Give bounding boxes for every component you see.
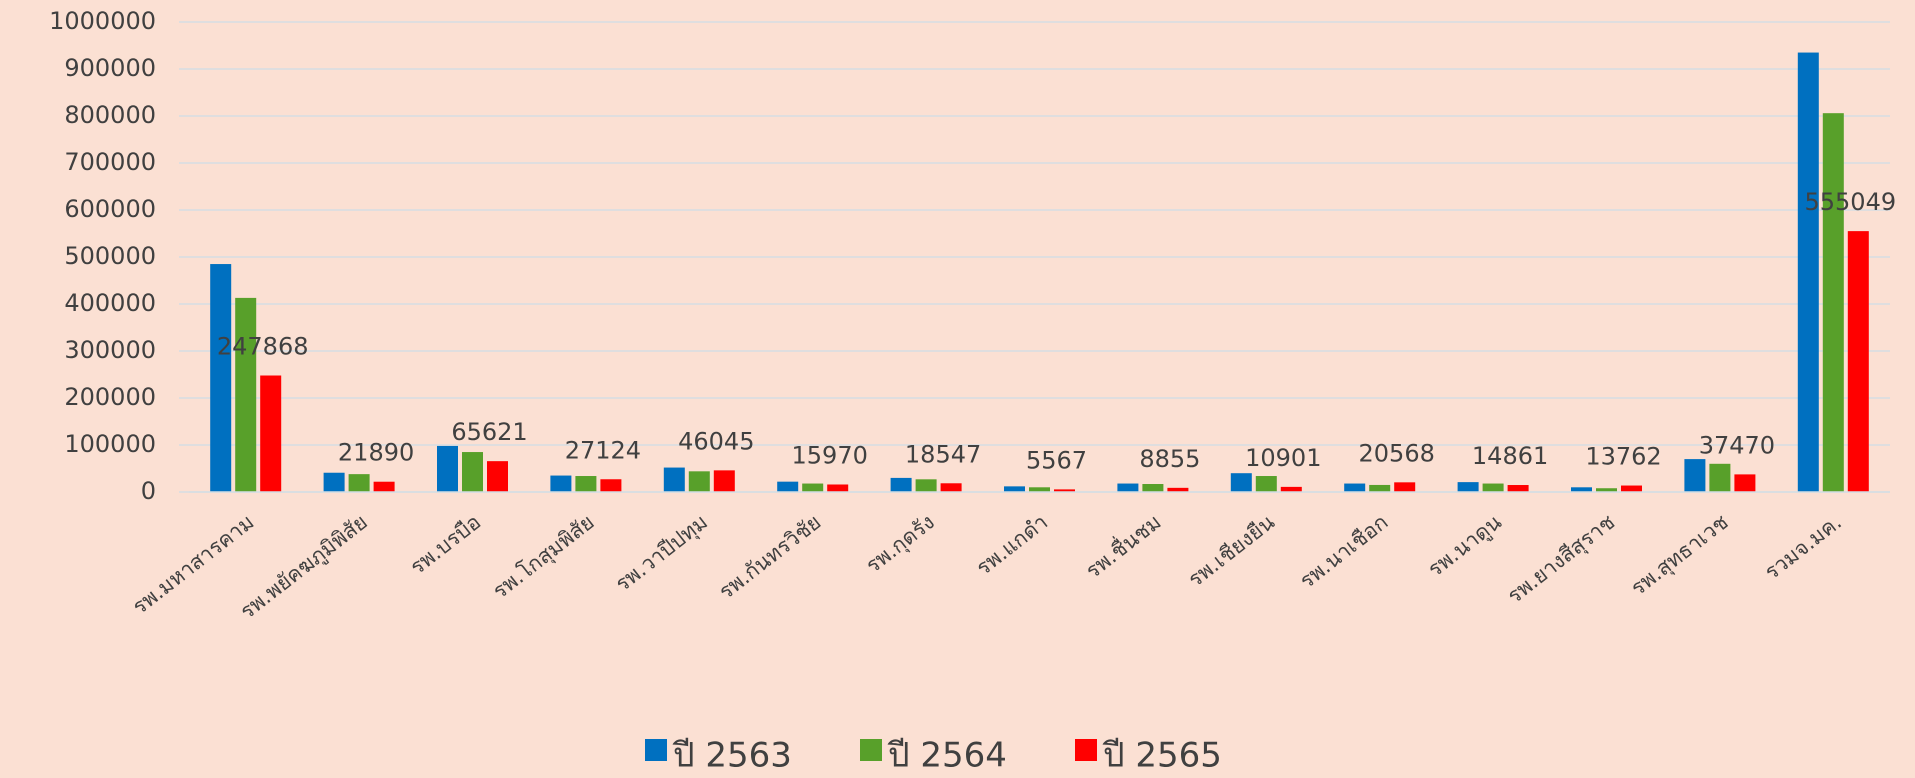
y-tick-label: 1000000 <box>49 7 156 35</box>
y-tick-label: 800000 <box>64 101 156 129</box>
data-label: 5567 <box>1026 446 1087 474</box>
legend-swatch <box>860 739 882 761</box>
data-label: 247868 <box>217 333 309 361</box>
x-tick-label: รพ.วาปีปทุม <box>611 510 713 597</box>
bar <box>1596 488 1617 492</box>
bar <box>1029 487 1050 492</box>
data-label: 15970 <box>792 441 868 469</box>
bar <box>915 479 937 492</box>
x-tick-label: รพ.แกดำ <box>972 510 1053 580</box>
bar <box>575 476 597 492</box>
bar <box>1280 486 1302 492</box>
y-tick-label: 500000 <box>64 242 156 270</box>
y-tick-label: 300000 <box>64 336 156 364</box>
bar <box>1255 476 1277 492</box>
x-tick-label: รพ.โกสุมพิสัย <box>488 510 599 604</box>
bar <box>323 472 345 492</box>
bar <box>1847 231 1869 493</box>
bar <box>802 483 824 492</box>
bar <box>1507 485 1529 492</box>
data-label: 27124 <box>565 436 641 464</box>
legend-swatch <box>645 739 667 761</box>
bar <box>600 479 622 492</box>
bar <box>1344 483 1366 492</box>
x-tick-label: รพ.เชียงยืน <box>1184 510 1280 592</box>
bar <box>1797 52 1819 493</box>
bar <box>1684 459 1706 492</box>
x-tick-label: รพ.กุดรัง <box>861 510 939 579</box>
bar <box>1482 483 1504 492</box>
bar <box>550 475 572 492</box>
legend-swatch <box>1075 739 1097 761</box>
legend-label: ปี 2565 <box>1102 736 1222 776</box>
data-label: 21890 <box>338 439 414 467</box>
bar <box>940 483 962 492</box>
bar <box>437 445 458 492</box>
bar <box>235 297 257 492</box>
y-tick-label: 700000 <box>64 148 156 176</box>
bar <box>1822 113 1844 493</box>
data-label: 18547 <box>905 440 981 468</box>
bar <box>487 461 508 492</box>
bar <box>1230 473 1252 492</box>
data-label: 14861 <box>1472 442 1548 470</box>
bar <box>348 474 370 492</box>
bar <box>462 452 483 492</box>
x-tick-label: รพ.นาดูน <box>1423 510 1506 583</box>
data-label: 13762 <box>1585 443 1661 471</box>
bar <box>777 481 799 492</box>
bar <box>1369 484 1391 492</box>
bar <box>663 467 685 492</box>
x-tick-label: รพ.ชื่นชม <box>1079 507 1165 583</box>
bar <box>713 470 735 492</box>
bar <box>1571 487 1592 492</box>
bar <box>688 471 710 492</box>
y-tick-label: 600000 <box>64 195 156 223</box>
legend-label: ปี 2564 <box>887 736 1007 776</box>
bar <box>1054 489 1075 492</box>
data-label: 46045 <box>678 427 754 455</box>
bar <box>210 264 232 492</box>
data-label: 37470 <box>1699 431 1775 459</box>
bar <box>1709 463 1731 492</box>
y-tick-label: 100000 <box>64 430 156 458</box>
x-tick-label: รพ.สุทธาเวช <box>1626 510 1733 601</box>
y-tick-label: 900000 <box>64 54 156 82</box>
y-tick-label: 0 <box>141 477 156 505</box>
legend-label: ปี 2563 <box>672 736 792 776</box>
bar <box>1167 487 1189 492</box>
x-tick-label: รพ.ยางสีสุราช <box>1503 510 1620 609</box>
data-label: 8855 <box>1139 445 1200 473</box>
bar <box>827 484 849 492</box>
bar <box>890 477 912 492</box>
bar <box>1621 485 1642 492</box>
x-tick-label: รวมจ.มค. <box>1760 510 1846 585</box>
data-label: 65621 <box>451 418 527 446</box>
bar <box>1734 474 1756 492</box>
bar <box>1004 486 1025 492</box>
y-tick-label: 400000 <box>64 289 156 317</box>
data-label: 20568 <box>1359 439 1435 467</box>
bar <box>1394 482 1416 492</box>
bar <box>260 375 282 492</box>
data-label: 10901 <box>1245 444 1321 472</box>
bar <box>1117 483 1139 492</box>
bar <box>1457 482 1479 492</box>
data-label: 555049 <box>1804 188 1896 216</box>
y-tick-label: 200000 <box>64 383 156 411</box>
bar <box>1142 484 1164 492</box>
bar <box>373 481 395 492</box>
x-tick-label: รพ.บรบือ <box>406 510 486 580</box>
x-tick-label: รพ.กันทรวิชัย <box>714 510 825 604</box>
x-tick-label: รพ.นาเชือก <box>1295 510 1392 593</box>
